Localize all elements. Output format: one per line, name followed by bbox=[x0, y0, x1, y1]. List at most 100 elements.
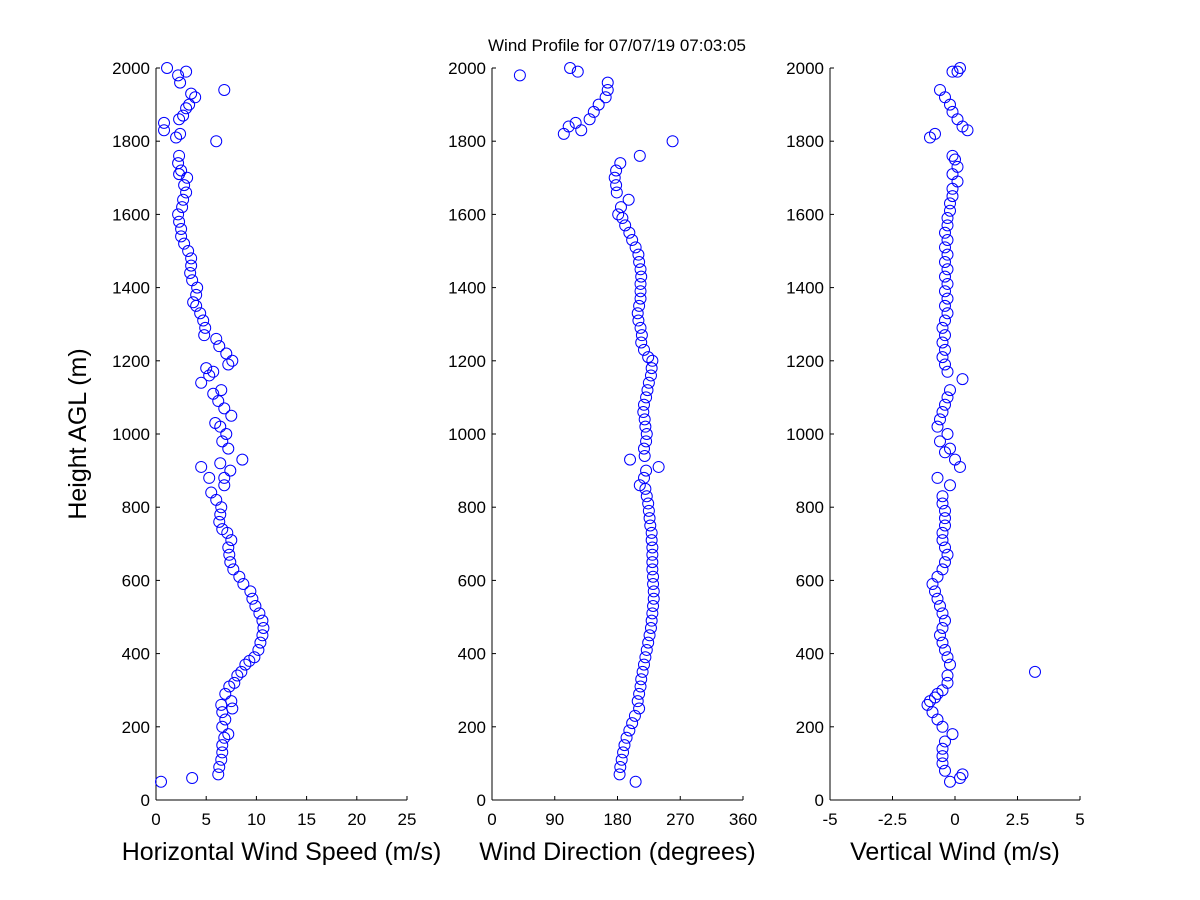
y-tick-label: 1600 bbox=[448, 205, 486, 224]
data-point bbox=[172, 69, 185, 82]
y-tick-label: 1600 bbox=[786, 205, 824, 224]
data-point bbox=[639, 420, 652, 433]
x-tick-label: -2.5 bbox=[878, 810, 907, 829]
data-point bbox=[956, 373, 969, 386]
x-axis-label: Vertical Wind (m/s) bbox=[850, 838, 1060, 866]
data-point bbox=[941, 292, 954, 305]
x-tick-label: 180 bbox=[603, 810, 631, 829]
y-tick-label: 1800 bbox=[112, 132, 150, 151]
data-point bbox=[941, 669, 954, 682]
data-point bbox=[646, 607, 659, 620]
data-point bbox=[175, 164, 188, 177]
data-point bbox=[633, 255, 646, 268]
data-point bbox=[248, 651, 261, 664]
data-point bbox=[209, 417, 222, 430]
data-point bbox=[939, 299, 951, 312]
y-tick-label: 2000 bbox=[112, 59, 150, 78]
data-point bbox=[239, 658, 252, 671]
data-point bbox=[194, 307, 207, 320]
data-point bbox=[936, 750, 949, 763]
data-point bbox=[939, 270, 951, 283]
data-point bbox=[158, 116, 171, 129]
data-point bbox=[941, 428, 954, 440]
data-point bbox=[941, 307, 954, 320]
data-point bbox=[954, 772, 966, 785]
data-point bbox=[642, 351, 655, 364]
data-point bbox=[941, 277, 954, 290]
data-point bbox=[213, 761, 226, 774]
data-point bbox=[184, 266, 197, 279]
data-point bbox=[583, 113, 596, 126]
data-point bbox=[224, 464, 237, 477]
y-tick-label: 1600 bbox=[112, 205, 150, 224]
data-point bbox=[218, 83, 231, 96]
data-point bbox=[929, 691, 941, 704]
data-point bbox=[176, 201, 189, 214]
data-point bbox=[223, 548, 236, 561]
data-point bbox=[931, 592, 944, 605]
data-point bbox=[939, 735, 951, 748]
y-tick-label: 800 bbox=[122, 498, 150, 517]
data-point bbox=[592, 98, 605, 111]
data-point bbox=[939, 512, 951, 525]
data-point bbox=[612, 208, 625, 221]
data-point bbox=[941, 248, 954, 261]
data-point bbox=[225, 695, 238, 708]
data-point bbox=[622, 193, 635, 206]
data-point bbox=[644, 369, 657, 382]
y-tick-label: 400 bbox=[796, 645, 824, 664]
data-point bbox=[618, 739, 631, 752]
chart-panel-1: 0 200 400 600 800 1000 1200 1400 1600 1800 2000 0 5 1… bbox=[112, 59, 441, 866]
x-tick-label: 0 bbox=[487, 810, 496, 829]
data-point bbox=[569, 116, 582, 129]
data-point bbox=[215, 384, 228, 397]
data-point bbox=[946, 149, 959, 162]
data-point bbox=[642, 504, 655, 517]
data-point bbox=[185, 252, 198, 265]
data-point bbox=[182, 245, 195, 257]
data-point bbox=[941, 234, 954, 247]
data-point bbox=[189, 91, 202, 104]
data-point bbox=[174, 76, 187, 89]
data-point bbox=[219, 687, 232, 700]
data-point bbox=[608, 171, 621, 184]
data-point bbox=[944, 197, 956, 210]
x-tick-label: 15 bbox=[297, 810, 316, 829]
data-point bbox=[944, 204, 956, 217]
data-point bbox=[944, 658, 956, 671]
data-point bbox=[644, 519, 657, 532]
data-point bbox=[633, 479, 646, 492]
x-tick-label: 0 bbox=[950, 810, 959, 829]
data-point bbox=[626, 717, 639, 730]
data-point bbox=[633, 687, 646, 700]
data-point bbox=[624, 453, 637, 466]
data-point bbox=[207, 365, 220, 378]
data-point bbox=[666, 135, 679, 148]
y-tick-label: 1800 bbox=[448, 132, 486, 151]
y-tick-label: 600 bbox=[122, 571, 150, 590]
figure-title: Wind Profile for 07/07/19 07:03:05 bbox=[488, 36, 746, 55]
data-point bbox=[941, 219, 954, 232]
data-point bbox=[601, 83, 614, 96]
data-point bbox=[203, 369, 216, 382]
data-point bbox=[610, 179, 623, 192]
data-point bbox=[215, 753, 228, 766]
data-point bbox=[256, 614, 269, 627]
data-point bbox=[214, 508, 227, 521]
data-point bbox=[216, 746, 229, 759]
data-point bbox=[642, 376, 655, 389]
data-point bbox=[200, 362, 213, 375]
data-point bbox=[936, 336, 949, 349]
data-point bbox=[226, 354, 239, 367]
data-point bbox=[944, 384, 956, 397]
data-point bbox=[628, 709, 641, 722]
data-point bbox=[640, 490, 653, 503]
data-point bbox=[216, 739, 229, 752]
data-point bbox=[222, 728, 235, 741]
x-tick-label: 5 bbox=[1075, 810, 1084, 829]
y-tick-label: 1400 bbox=[786, 279, 824, 298]
data-point bbox=[187, 296, 200, 309]
data-point bbox=[640, 643, 653, 656]
data-point bbox=[633, 149, 646, 162]
x-axis-label: Wind Direction (degrees) bbox=[479, 838, 756, 866]
